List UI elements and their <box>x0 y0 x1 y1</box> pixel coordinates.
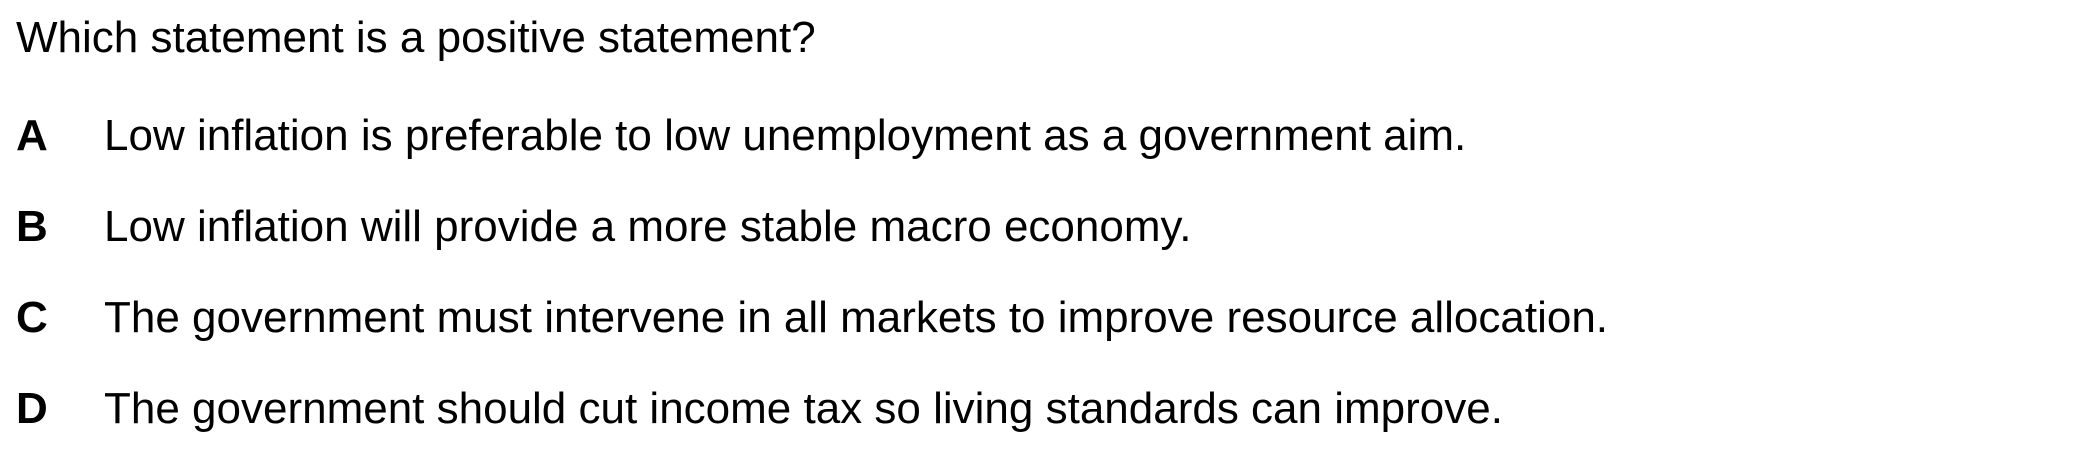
option-text: Low inflation is preferable to low unemp… <box>104 111 1467 160</box>
option-text: The government must intervene in all mar… <box>104 293 1609 342</box>
option-letter: B <box>16 202 48 251</box>
question-text: Which statement is a positive statement? <box>16 13 816 62</box>
option-d: D The government should cut income tax s… <box>16 379 1608 470</box>
option-letter: C <box>16 293 48 342</box>
answer-options-list: A Low inflation is preferable to low une… <box>16 106 1608 470</box>
option-a: A Low inflation is preferable to low une… <box>16 106 1608 197</box>
option-letter: D <box>16 384 48 433</box>
option-b: B Low inflation will provide a more stab… <box>16 197 1608 288</box>
option-text: Low inflation will provide a more stable… <box>104 202 1192 251</box>
option-text: The government should cut income tax so … <box>104 384 1503 433</box>
option-letter: A <box>16 111 48 160</box>
option-c: C The government must intervene in all m… <box>16 288 1608 379</box>
